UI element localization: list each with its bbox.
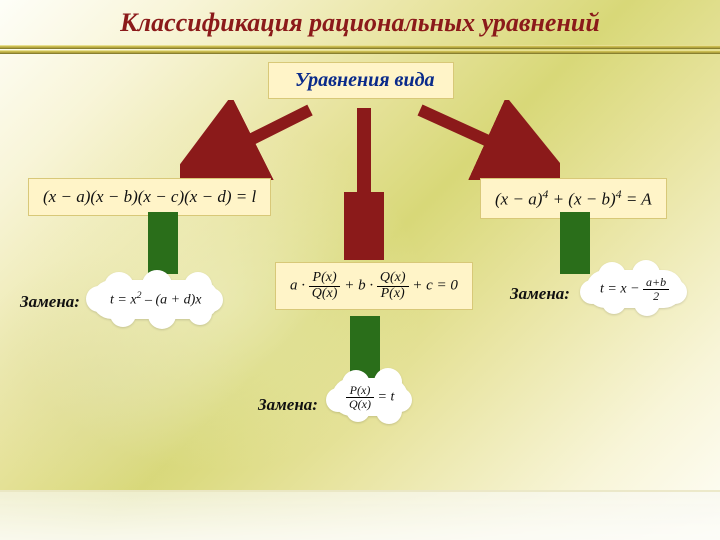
arrow-red-left — [180, 100, 330, 180]
sub-cloud-left: t = x2 – (a + d)x — [92, 280, 219, 319]
sub-formula-right: t = x − a+b2 — [586, 270, 683, 308]
sub-formula-left: t = x2 – (a + d)x — [92, 280, 219, 319]
sub-label-left: Замена: — [20, 292, 80, 312]
formula-center: a · P(x)Q(x) + b · Q(x)P(x) + c = 0 — [275, 262, 473, 310]
title-rule-2 — [0, 50, 720, 54]
arrow-red-right — [400, 100, 560, 180]
title-rule-1 — [0, 45, 720, 49]
arrow-green-center — [350, 316, 380, 378]
subtitle-box: Уравнения вида — [268, 62, 454, 99]
formula-left: (x − a)(x − b)(x − c)(x − d) = l — [28, 178, 271, 216]
arrow-red-center — [344, 100, 384, 260]
sub-formula-center: P(x)Q(x) = t — [332, 378, 408, 416]
arrow-green-left — [148, 212, 178, 274]
arrow-green-right — [560, 212, 590, 274]
sub-cloud-right: t = x − a+b2 — [586, 270, 683, 308]
page-title: Классификация рациональных уравнений — [0, 8, 720, 38]
subtitle-text: Уравнения вида — [295, 69, 435, 91]
sub-label-center: Замена: — [258, 395, 318, 415]
sub-label-right: Замена: — [510, 284, 570, 304]
sub-cloud-center: P(x)Q(x) = t — [332, 378, 408, 416]
